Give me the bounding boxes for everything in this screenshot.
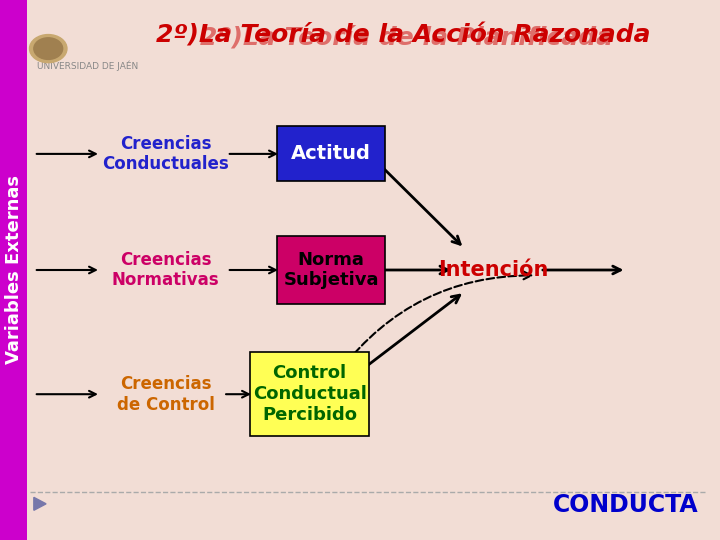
FancyBboxPatch shape — [277, 237, 385, 303]
Text: Variables Externas: Variables Externas — [4, 176, 23, 364]
Text: CONDUCTA: CONDUCTA — [553, 493, 698, 517]
Text: Intención: Intención — [438, 260, 549, 280]
Text: UNIVERSIDAD DE JAÉN: UNIVERSIDAD DE JAÉN — [37, 60, 139, 71]
Text: Creencias
Conductuales: Creencias Conductuales — [102, 134, 229, 173]
Text: Control
Conductual
Percibido: Control Conductual Percibido — [253, 364, 366, 424]
Text: Actitud: Actitud — [292, 144, 371, 164]
Text: 2º)La Teoría de la Planificada: 2º)La Teoría de la Planificada — [200, 26, 613, 50]
FancyBboxPatch shape — [277, 126, 385, 181]
Text: Creencias
Normativas: Creencias Normativas — [112, 251, 220, 289]
FancyBboxPatch shape — [251, 352, 369, 436]
Text: Creencias
de Control: Creencias de Control — [117, 375, 215, 414]
Circle shape — [30, 35, 67, 63]
Text: Norma
Subjetiva: Norma Subjetiva — [284, 251, 379, 289]
Circle shape — [34, 38, 63, 59]
Polygon shape — [34, 497, 46, 510]
Text: 2º)La Teoría de la Acción Razonada: 2º)La Teoría de la Acción Razonada — [156, 23, 650, 47]
FancyBboxPatch shape — [0, 0, 27, 540]
